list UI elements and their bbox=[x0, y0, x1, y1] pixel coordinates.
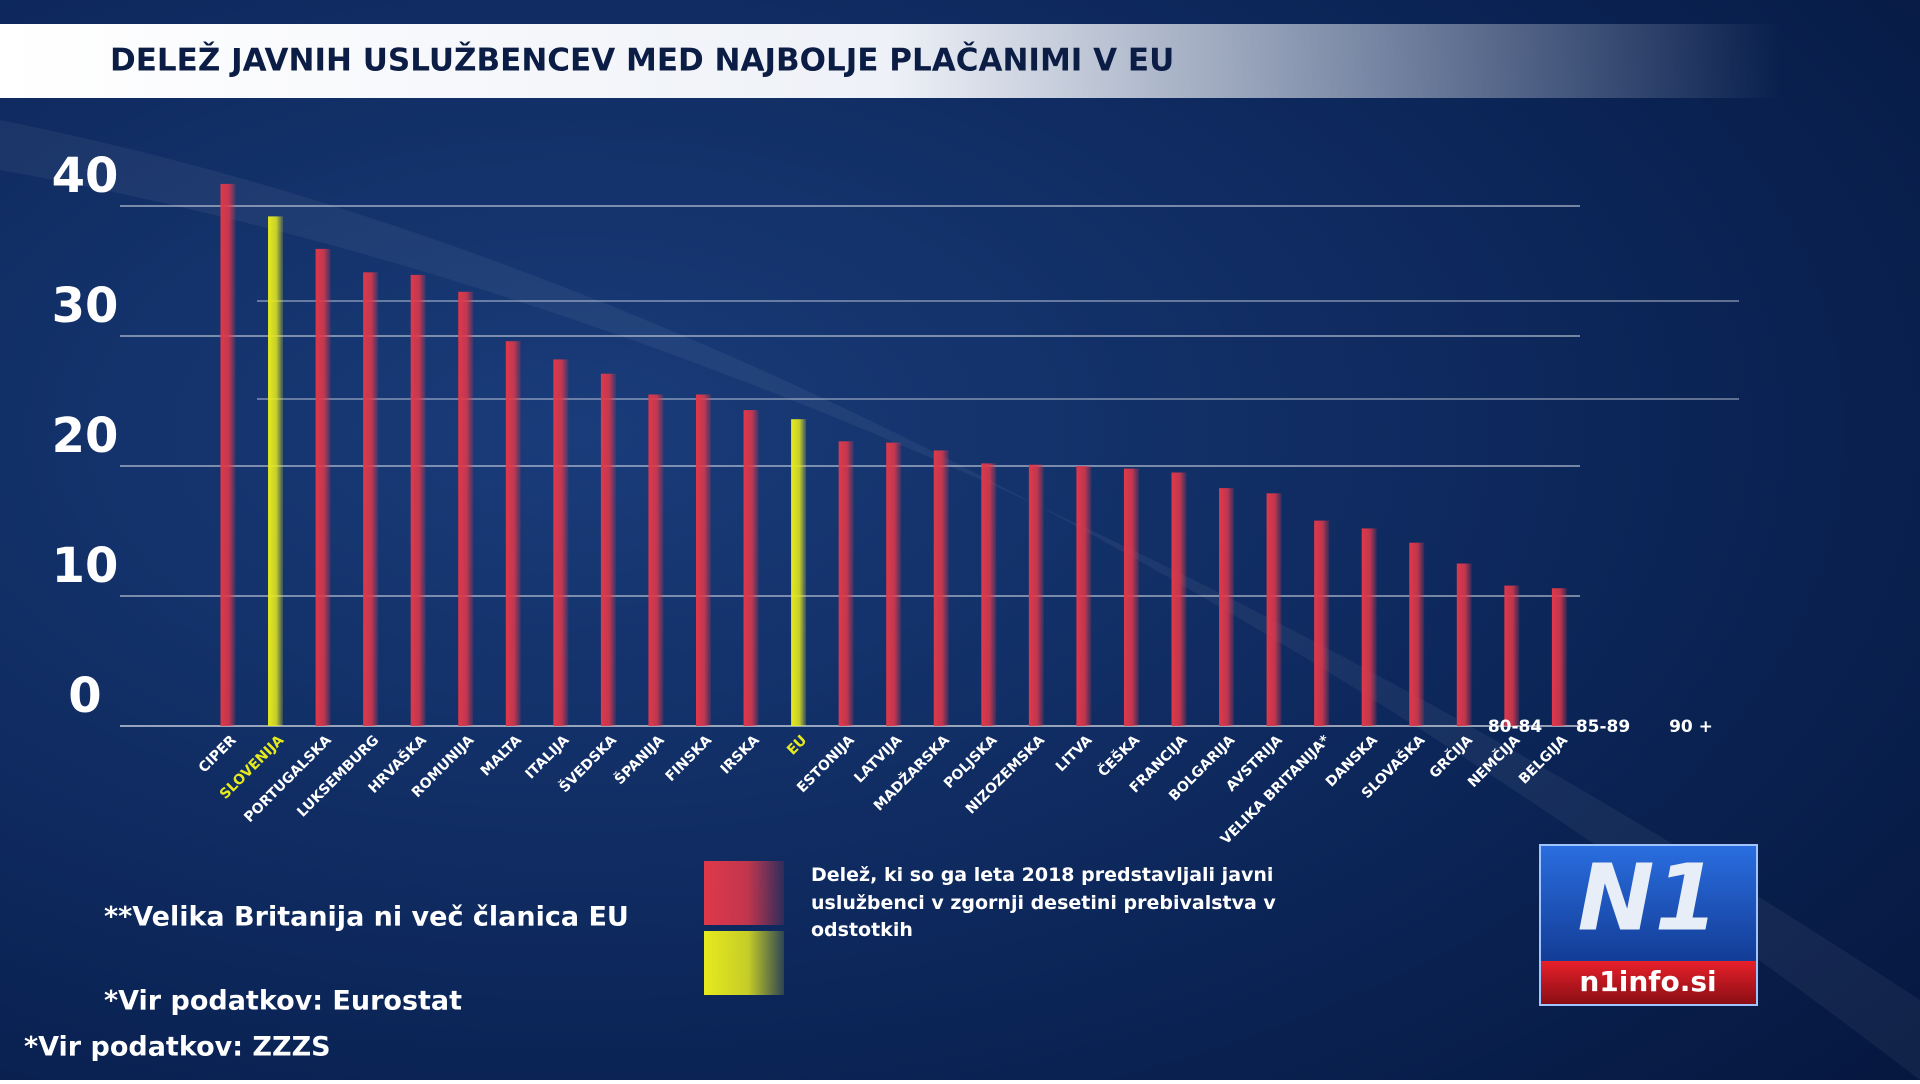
bar bbox=[1219, 488, 1235, 726]
bar bbox=[648, 394, 664, 726]
bar bbox=[1266, 493, 1282, 726]
bar bbox=[1314, 520, 1330, 726]
bar bbox=[933, 450, 949, 726]
bar bbox=[1123, 468, 1139, 726]
y-tick-label: 20 bbox=[52, 408, 119, 464]
bar bbox=[600, 373, 616, 726]
bar bbox=[1361, 528, 1377, 726]
bar bbox=[791, 419, 807, 726]
bar bbox=[743, 410, 759, 726]
bar bbox=[220, 183, 236, 726]
bar bbox=[696, 394, 711, 726]
legend-text: Delež, ki so ga leta 2018 predstavljali … bbox=[811, 864, 1276, 942]
bar bbox=[553, 359, 569, 726]
bar bbox=[886, 442, 902, 726]
y-tick-label: 10 bbox=[52, 538, 119, 594]
bar bbox=[315, 248, 331, 726]
chart-title: DELEŽ JAVNIH USLUŽBENCEV MED NAJBOLJE PL… bbox=[110, 42, 1174, 79]
bar bbox=[1409, 542, 1425, 726]
bar bbox=[1456, 563, 1472, 726]
bar bbox=[1028, 464, 1044, 726]
extra-label: 85-89 bbox=[1576, 717, 1630, 737]
bar bbox=[1504, 585, 1520, 726]
bar bbox=[838, 441, 854, 726]
logo: N1 n1info.si bbox=[1539, 844, 1758, 1006]
bar bbox=[458, 291, 474, 726]
bar bbox=[268, 216, 284, 726]
logo-site: n1info.si bbox=[1579, 965, 1716, 998]
footnote: **Velika Britanija ni več članica EU bbox=[104, 902, 629, 933]
bar bbox=[410, 274, 426, 726]
extra-label: 80-84 bbox=[1488, 717, 1543, 737]
bar bbox=[981, 463, 997, 726]
legend-swatch bbox=[704, 931, 784, 995]
footnote: *Vir podatkov: ZZZS bbox=[24, 1032, 331, 1063]
y-tick-label: 40 bbox=[52, 148, 119, 204]
y-tick-label: 30 bbox=[52, 278, 119, 334]
footnote: *Vir podatkov: Eurostat bbox=[104, 986, 462, 1017]
bar bbox=[363, 272, 379, 726]
logo-bar bbox=[1541, 961, 1756, 1004]
bar bbox=[1076, 466, 1092, 726]
extra-label: 90 + bbox=[1669, 717, 1713, 737]
legend-swatch bbox=[704, 861, 784, 925]
logo-mark: N1 bbox=[1577, 844, 1718, 951]
bar bbox=[505, 341, 521, 726]
bar bbox=[1171, 472, 1187, 726]
title-band bbox=[0, 24, 1780, 98]
bar bbox=[1551, 588, 1567, 726]
y-tick-label: 0 bbox=[68, 668, 101, 724]
